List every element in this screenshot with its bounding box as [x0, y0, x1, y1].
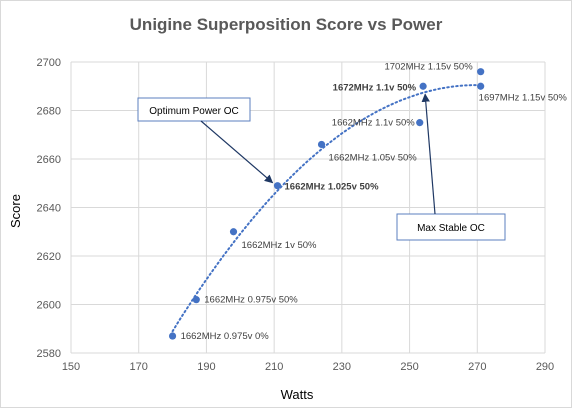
callout-label: Optimum Power OC — [149, 106, 238, 117]
callouts: Optimum Power OC Max Stable OC — [137, 93, 506, 241]
y-tick-label: 2640 — [37, 203, 61, 215]
y-tick-label: 2700 — [37, 57, 61, 69]
data-label: 1662MHz 0.975v 0% — [181, 331, 270, 342]
data-points — [168, 68, 485, 340]
trendline — [171, 84, 482, 333]
x-tick-label: 250 — [400, 361, 418, 373]
x-tick-label: 210 — [265, 361, 283, 373]
data-point — [229, 228, 238, 236]
y-tick-label: 2600 — [37, 300, 61, 312]
data-label: 1702MHz 1.15v 50% — [384, 62, 473, 73]
data-label: 1662MHz 1.025v 50% — [285, 182, 380, 193]
data-label: 1662MHz 1v 50% — [242, 240, 318, 251]
callout-arrow — [421, 93, 436, 215]
data-point — [317, 140, 326, 149]
callout-arrow — [200, 120, 274, 184]
x-tick-label: 270 — [468, 361, 486, 373]
data-point — [477, 68, 485, 76]
data-point — [273, 182, 282, 190]
data-label: 1697MHz 1.15v 50% — [479, 92, 568, 103]
data-point — [477, 82, 485, 90]
y-tick-label: 2680 — [37, 106, 61, 118]
y-tick-label: 2660 — [37, 154, 61, 166]
y-tick-label: 2620 — [37, 251, 61, 263]
y-axis-title: Score — [8, 194, 23, 228]
data-point — [416, 119, 424, 127]
x-tick-label: 170 — [130, 361, 148, 373]
x-tick-label: 290 — [536, 361, 554, 373]
callout-label: Max Stable OC — [417, 223, 485, 234]
callout-box — [137, 97, 251, 122]
data-label: 1662MHz 1.05v 50% — [329, 152, 418, 163]
x-tick-label: 150 — [62, 361, 80, 373]
data-point — [168, 332, 177, 340]
tick-labels: 150 170 190 210 230 250 270 290 2580 2600 2620 2640… — [37, 57, 555, 373]
data-point — [192, 296, 200, 304]
data-labels: 1662MHz 0.975v 0% 1662MHz 0.975v 50% 1662M… — [181, 62, 568, 342]
gridlines — [70, 61, 546, 354]
y-tick-label: 2580 — [37, 348, 61, 360]
x-tick-label: 230 — [333, 361, 351, 373]
x-tick-label: 190 — [197, 361, 215, 373]
data-label: 1662MHz 1.1v 50% — [332, 118, 415, 129]
data-label: 1672MHz 1.1v 50% — [333, 82, 417, 93]
data-label: 1662MHz 0.975v 50% — [204, 295, 298, 306]
data-point — [419, 82, 427, 90]
x-axis-title: Watts — [281, 387, 314, 402]
callout-box — [396, 213, 506, 241]
chart-title: Unigine Superposition Score vs Power — [130, 15, 443, 34]
trendline-group — [171, 84, 482, 333]
